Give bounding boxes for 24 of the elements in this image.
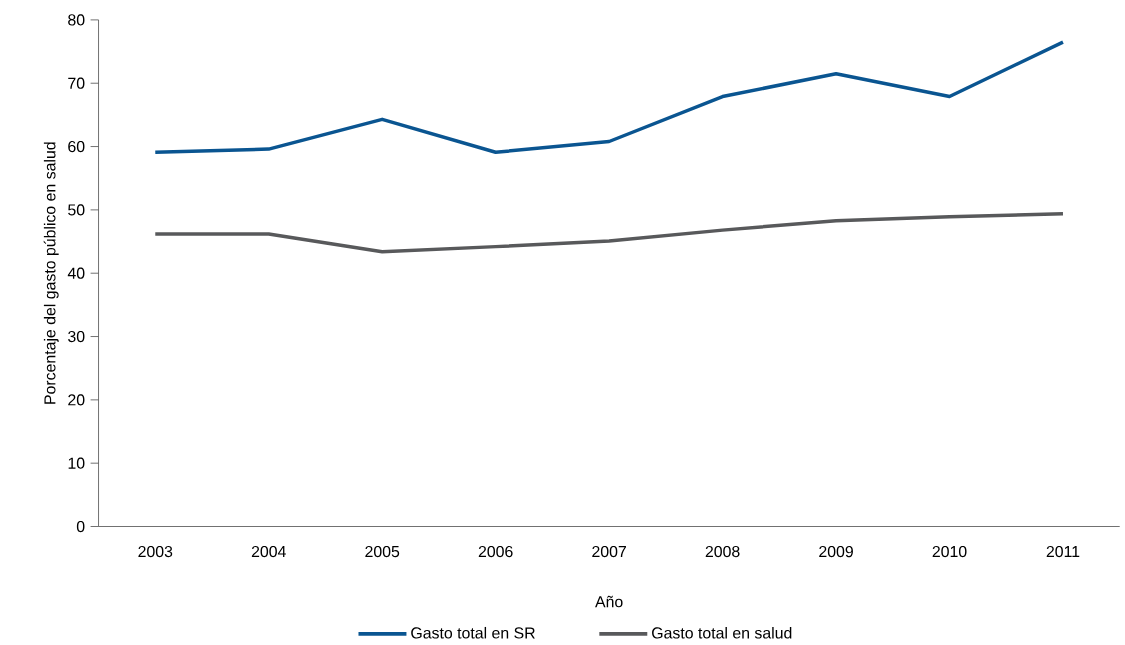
- x-tick-label: 2007: [592, 545, 626, 558]
- y-tick-label: 0: [76, 520, 85, 533]
- y-tick-label: 50: [68, 204, 85, 216]
- y-tick-label: 80: [68, 14, 85, 26]
- y-tick-label: 10: [68, 457, 85, 469]
- y-tick-label: 30: [68, 330, 85, 343]
- legend-label: Gasto total en SR: [411, 626, 535, 639]
- y-tick-label: 70: [68, 77, 85, 89]
- y-tick-label: 40: [67, 267, 85, 279]
- x-tick-label: 2008: [705, 545, 740, 558]
- x-tick-label: 2011: [1046, 545, 1080, 558]
- x-tick-label: 2010: [932, 545, 967, 558]
- line-series: [153, 211, 1065, 254]
- y-tick-label: 60: [68, 140, 85, 153]
- x-tick-label: 2003: [138, 545, 173, 558]
- x-tick-label: 2005: [365, 545, 400, 558]
- x-axis-title: Año: [595, 595, 623, 608]
- x-tick-label: 2009: [819, 545, 853, 558]
- y-axis-title: Porcentaje del gasto público en salud: [43, 142, 59, 404]
- x-tick-label: 2006: [478, 545, 513, 558]
- legend-label: Gasto total en salud: [652, 626, 792, 639]
- y-tick-label: 20: [68, 394, 85, 406]
- line-series: [153, 40, 1065, 155]
- x-tick-label: 2004: [251, 545, 286, 558]
